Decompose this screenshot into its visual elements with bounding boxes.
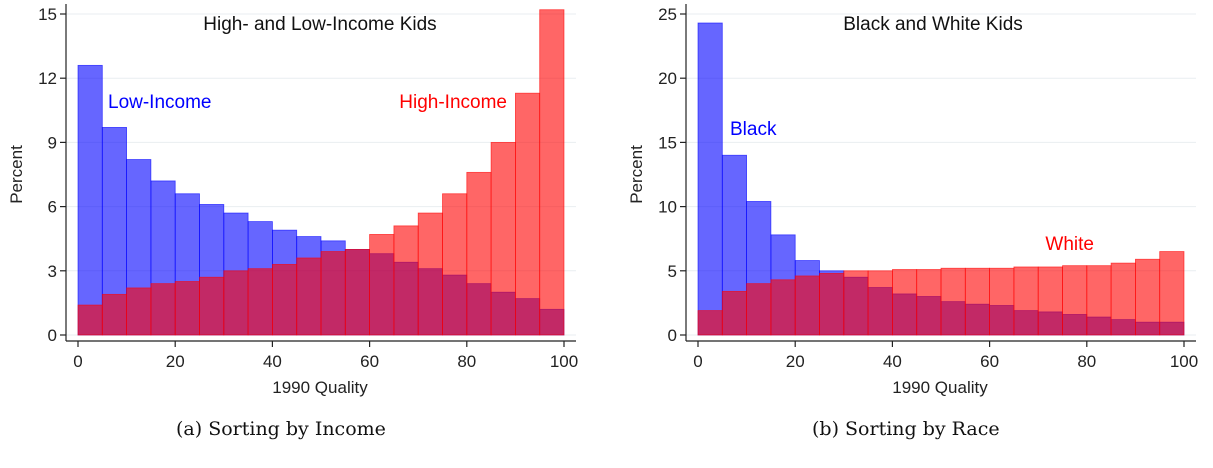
chart-title: High- and Low-Income Kids bbox=[203, 14, 436, 35]
y-tick-label: 12 bbox=[38, 69, 57, 88]
bar-series2-3 bbox=[770, 279, 796, 336]
bar-series2-8 bbox=[892, 269, 918, 336]
y-tick-label: 3 bbox=[48, 262, 57, 281]
x-tick-label: 80 bbox=[1077, 352, 1096, 371]
x-tick-label: 60 bbox=[980, 352, 999, 371]
bar-series2-2 bbox=[126, 287, 152, 336]
x-tick-label: 60 bbox=[360, 352, 379, 371]
y-tick-label: 20 bbox=[658, 69, 677, 88]
bar-series2-11 bbox=[964, 267, 990, 336]
x-axis-label: 1990 Quality bbox=[892, 378, 988, 397]
bar-series2-16 bbox=[1086, 265, 1112, 336]
y-tick-label: 25 bbox=[658, 5, 677, 24]
bar-series2-14 bbox=[417, 212, 443, 336]
bar-series2-10 bbox=[320, 251, 346, 336]
series-label-white: White bbox=[1045, 234, 1094, 255]
chart-panel-a: 0 3 6 9 12 15 0 20 40 60 80 100 1990 Quality Percent H… bbox=[7, 4, 578, 397]
bar-series2-5 bbox=[199, 276, 225, 336]
bar-series2-15 bbox=[1062, 265, 1088, 336]
bar-series2-4 bbox=[794, 275, 820, 336]
bar-series2-18 bbox=[1135, 258, 1161, 336]
x-tick-label: 0 bbox=[693, 352, 702, 371]
series-label-high-income: High-Income bbox=[399, 92, 507, 113]
bar-series2-6 bbox=[223, 270, 249, 336]
x-tick-label: 100 bbox=[550, 352, 578, 371]
bar-series2-0 bbox=[697, 310, 723, 336]
x-tick-label: 100 bbox=[1170, 352, 1198, 371]
bar-series2-1 bbox=[721, 290, 747, 336]
bar-series2-18 bbox=[515, 92, 541, 336]
x-axis-label: 1990 Quality bbox=[272, 378, 368, 397]
bar-series2-12 bbox=[369, 234, 395, 336]
caption-a: (a) Sorting by Income bbox=[176, 418, 386, 440]
bar-series2-5 bbox=[819, 272, 845, 336]
bar-series2-11 bbox=[344, 248, 370, 336]
y-tick-label: 0 bbox=[48, 326, 57, 345]
bar-series1-0 bbox=[697, 22, 723, 336]
bar-series2-0 bbox=[77, 304, 103, 336]
x-tick-label: 80 bbox=[457, 352, 476, 371]
bar-series2-16 bbox=[466, 171, 492, 336]
chart-panel-b: 0 5 10 15 20 25 0 20 40 60 80 100 1990 Quality Percen… bbox=[627, 4, 1198, 397]
x-tick-label: 40 bbox=[883, 352, 902, 371]
bar-series2-15 bbox=[442, 193, 468, 336]
x-tick-label: 20 bbox=[786, 352, 805, 371]
bar-series2-1 bbox=[101, 293, 128, 336]
y-tick-label: 6 bbox=[48, 198, 57, 217]
bar-series2-3 bbox=[150, 283, 176, 336]
bar-series2-2 bbox=[746, 283, 772, 336]
bar-series2-10 bbox=[940, 267, 966, 336]
y-axis-label: Percent bbox=[7, 145, 26, 204]
y-tick-label: 15 bbox=[658, 133, 677, 152]
bar-series2-4 bbox=[174, 281, 200, 336]
bar-series2-17 bbox=[490, 141, 516, 336]
y-tick-label: 10 bbox=[658, 198, 677, 217]
x-tick-label: 40 bbox=[263, 352, 282, 371]
bar-series2-6 bbox=[843, 270, 869, 336]
series-label-black: Black bbox=[730, 119, 777, 140]
bar-series2-7 bbox=[867, 270, 893, 336]
caption-b: (b) Sorting by Race bbox=[812, 418, 1000, 440]
bar-series2-9 bbox=[916, 269, 942, 336]
chart-title: Black and White Kids bbox=[843, 14, 1023, 35]
bar-series1-0 bbox=[77, 64, 103, 336]
bar-series2-7 bbox=[247, 268, 273, 336]
y-tick-label: 0 bbox=[668, 326, 677, 345]
bar-series2-8 bbox=[271, 263, 298, 336]
series-label-low-income: Low-Income bbox=[108, 92, 212, 113]
y-tick-label: 15 bbox=[38, 5, 57, 24]
y-tick-label: 5 bbox=[668, 262, 677, 281]
bar-series2-12 bbox=[989, 267, 1015, 336]
bar-series2-13 bbox=[1013, 266, 1039, 336]
bar-series2-19 bbox=[539, 9, 565, 336]
x-tick-label: 20 bbox=[166, 352, 185, 371]
x-tick-label: 0 bbox=[73, 352, 82, 371]
bar-series2-13 bbox=[393, 225, 419, 336]
y-tick-label: 9 bbox=[48, 133, 57, 152]
bar-series2-17 bbox=[1110, 262, 1136, 336]
y-axis-label: Percent bbox=[627, 145, 646, 204]
bar-series2-14 bbox=[1037, 266, 1063, 336]
bar-series2-19 bbox=[1159, 251, 1185, 336]
bar-series2-9 bbox=[296, 257, 322, 336]
